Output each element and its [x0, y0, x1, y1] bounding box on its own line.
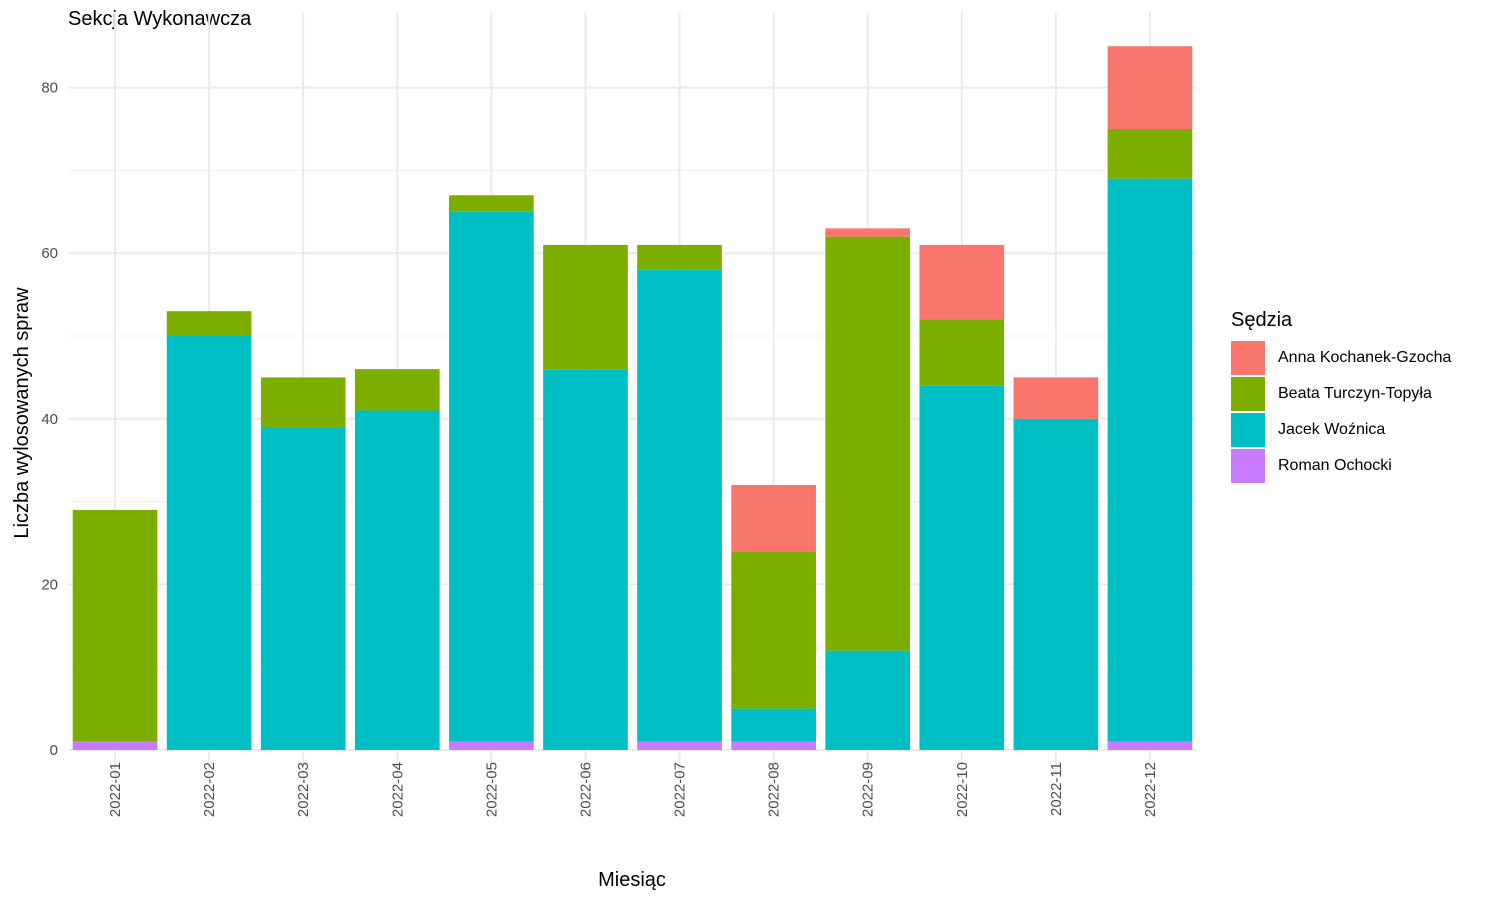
x-tick-label: 2022-09 [860, 762, 877, 817]
legend-label: Anna Kochanek-Gzocha [1278, 349, 1452, 366]
bar-segment [637, 269, 722, 742]
bar-segment [1107, 129, 1193, 179]
bar-segment [637, 741, 722, 750]
legend-title: Sędzia [1231, 309, 1293, 331]
bar-segment [72, 509, 158, 742]
legend-label: Roman Ochocki [1278, 457, 1392, 474]
legend-swatch [1231, 377, 1265, 411]
bar-segment [449, 741, 534, 750]
bar-segment [825, 228, 911, 237]
bars [72, 46, 1193, 750]
x-tick-label: 2022-03 [295, 762, 312, 817]
bar-segment [1107, 178, 1193, 742]
y-tick-label: 40 [41, 411, 58, 428]
x-tick-label: 2022-02 [201, 762, 218, 817]
legend-item: Roman Ochocki [1231, 448, 1451, 484]
chart-title: Sekcja Wykonawcza [68, 8, 252, 30]
legend-item: Beata Turczyn-Topyła [1231, 376, 1451, 412]
bar-segment [1107, 46, 1193, 130]
legend-item: Anna Kochanek-Gzocha [1231, 340, 1451, 376]
bar-segment [260, 377, 346, 428]
y-tick-label: 80 [41, 80, 58, 97]
x-tick-label: 2022-11 [1048, 762, 1065, 816]
legend-swatch [1231, 449, 1265, 483]
legend-swatch [1231, 341, 1265, 375]
x-tick-label: 2022-07 [672, 762, 689, 817]
legend-item: Jacek Woźnica [1231, 412, 1451, 448]
x-axis-title: Miesiąc [598, 869, 666, 891]
bar-segment [449, 211, 534, 742]
bar-segment [919, 244, 1005, 320]
bar-segment [260, 427, 346, 750]
x-tick-label: 2022-10 [954, 762, 971, 817]
bar-segment [449, 195, 534, 212]
y-tick-label: 20 [41, 576, 58, 593]
bar-segment [731, 551, 816, 709]
y-axis-title: Liczba wylosowanych spraw [11, 287, 33, 539]
bar-segment [825, 650, 911, 750]
legend: Sędzia Anna Kochanek-Gzocha Beata Turczyn… [1231, 309, 1451, 484]
bar-segment [919, 385, 1005, 750]
x-tick-label: 2022-08 [766, 762, 783, 817]
x-axis-ticks: 2022-01 2022-02 2022-03 2022-04 2022-05 2022-… [107, 762, 1159, 817]
y-tick-label: 0 [50, 742, 58, 759]
bar-segment [825, 236, 911, 651]
bar-segment [731, 485, 816, 552]
bar-segment [637, 244, 722, 270]
bar-segment [1107, 741, 1193, 750]
legend-label: Beata Turczyn-Topyła [1278, 385, 1432, 402]
bar-segment [543, 244, 628, 370]
legend-items: Anna Kochanek-Gzocha Beata Turczyn-Topyła… [1231, 340, 1451, 484]
bar-segment [919, 319, 1005, 386]
bar-segment [543, 369, 628, 750]
bar-segment [731, 708, 816, 742]
bar-segment [166, 311, 252, 336]
legend-label: Jacek Woźnica [1278, 421, 1386, 438]
bar-segment [166, 336, 252, 750]
bar-segment [1013, 377, 1099, 419]
x-tick-label: 2022-12 [1142, 762, 1159, 817]
x-tick-label: 2022-05 [483, 762, 500, 817]
bar-segment [354, 410, 440, 750]
bar-segment [1013, 418, 1099, 750]
y-tick-label: 60 [41, 245, 58, 262]
x-tick-label: 2022-01 [107, 762, 124, 817]
x-tick-label: 2022-06 [577, 762, 594, 817]
y-axis-ticks: 0 20 40 60 80 [41, 80, 58, 759]
legend-swatch [1231, 413, 1265, 447]
x-tick-label: 2022-04 [389, 762, 406, 817]
bar-segment [731, 741, 816, 750]
bar-segment [354, 369, 440, 411]
bar-segment [72, 741, 158, 750]
